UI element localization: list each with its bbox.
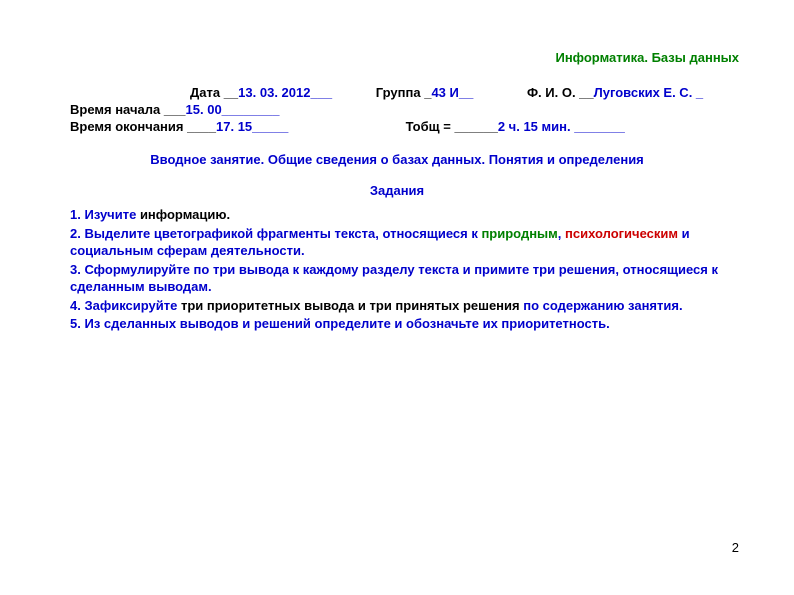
total-value: 2 ч. 15 мин. _______ — [498, 119, 625, 134]
task-text: Изучите — [84, 207, 136, 222]
task-num: 1. — [70, 207, 84, 222]
task-num: 4. — [70, 298, 84, 313]
group-value: 43 И__ — [431, 85, 473, 100]
task-num: 3. — [70, 262, 84, 277]
date-label: Дата __ — [190, 85, 238, 100]
task-1: 1. Изучите информацию. — [70, 206, 739, 224]
tasks-block: 1. Изучите информацию. 2. Выделите цвето… — [55, 206, 739, 333]
meta-row-2: Время начала ___15. 00________ — [55, 102, 739, 117]
end-value: 17. 15_____ — [216, 119, 288, 134]
start-value: 15. 00________ — [186, 102, 280, 117]
task-3: 3. Сформулируйте по три вывода к каждому… — [70, 261, 739, 296]
end-label: Время окончания ____ — [70, 119, 216, 134]
task-text: Сформулируйте по три вывода к каждому ра… — [70, 262, 718, 295]
lesson-title: Вводное занятие. Общие сведения о базах … — [55, 152, 739, 167]
date-value: 13. 03. 2012___ — [238, 85, 332, 100]
task-4: 4. Зафиксируйте три приоритетных вывода … — [70, 297, 739, 315]
fio-label: Ф. И. О. __ — [527, 85, 594, 100]
task-sep: , — [558, 226, 565, 241]
task-num: 5. — [70, 316, 84, 331]
meta-row-1: Дата __13. 03. 2012___ Группа _43 И__ Ф.… — [55, 85, 739, 100]
start-label: Время начала ___ — [70, 102, 186, 117]
task-5: 5. Из сделанных выводов и решений опреде… — [70, 315, 739, 333]
task-sep: и — [678, 226, 690, 241]
group-label: Группа _ — [376, 85, 432, 100]
page-header: Информатика. Базы данных — [55, 50, 739, 65]
task-social: социальным сферам деятельности. — [70, 243, 305, 258]
task-text: по содержанию занятия. — [520, 298, 683, 313]
task-text: Зафиксируйте — [84, 298, 181, 313]
total-label: Тобщ = ______ — [406, 119, 498, 134]
task-natural: природным — [481, 226, 557, 241]
task-2: 2. Выделите цветографикой фрагменты текс… — [70, 225, 739, 260]
task-text: три приоритетных вывода и три принятых р… — [181, 298, 520, 313]
task-text: Из сделанных выводов и решений определит… — [84, 316, 609, 331]
meta-row-3: Время окончания ____17. 15_____ Тобщ = _… — [55, 119, 739, 134]
tasks-subtitle: Задания — [55, 183, 739, 198]
fio-value: Луговских Е. С. _ — [594, 85, 704, 100]
task-psych: психологическим — [565, 226, 678, 241]
page-number: 2 — [732, 540, 739, 555]
task-text: информацию. — [136, 207, 230, 222]
task-num: 2. — [70, 226, 84, 241]
task-text: Выделите цветографикой фрагменты текста,… — [84, 226, 481, 241]
